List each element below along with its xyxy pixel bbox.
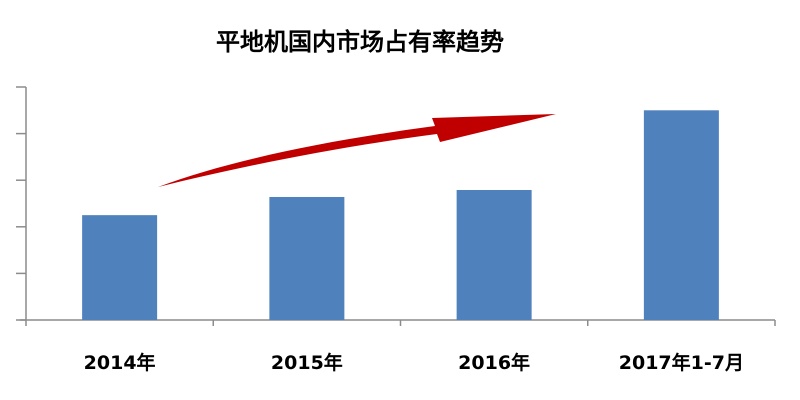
x-tick-label: 2015年 (271, 351, 343, 374)
x-tick-label: 2014年 (84, 351, 156, 374)
x-tick-label: 2016年 (458, 351, 530, 374)
bar (643, 110, 719, 320)
trend-arrow (158, 114, 556, 187)
x-tick-label: 2017年1-7月 (619, 351, 744, 374)
bar (82, 215, 158, 320)
bar (269, 196, 345, 320)
chart-title: 平地机国内市场占有率趋势 (216, 28, 504, 56)
bar (456, 189, 532, 320)
